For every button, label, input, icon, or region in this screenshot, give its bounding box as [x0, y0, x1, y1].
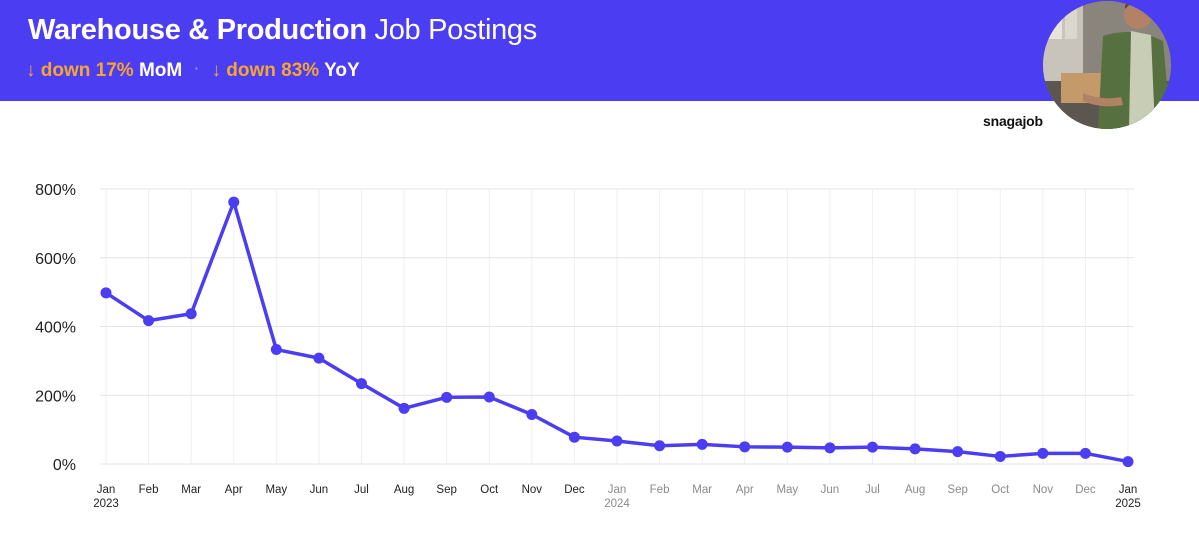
data-point: [781, 441, 793, 453]
x-tick-label: Sep: [947, 484, 967, 496]
x-tick-label: May: [776, 484, 798, 496]
x-tick-label: Jan: [1119, 484, 1138, 496]
data-point: [228, 196, 240, 208]
x-tick-label: Nov: [1033, 484, 1054, 496]
x-tick-label: Mar: [181, 484, 201, 496]
data-point: [100, 287, 112, 299]
data-point: [398, 402, 410, 414]
y-tick-label: 200%: [35, 388, 76, 405]
data-point: [739, 441, 751, 453]
x-tick-label: Jun: [821, 484, 840, 496]
data-point: [1037, 447, 1049, 459]
x-tick-year-label: 2025: [1115, 498, 1141, 510]
x-tick-label: Apr: [736, 484, 754, 496]
x-tick-label: Dec: [564, 484, 585, 496]
x-tick-label: Jun: [310, 484, 329, 496]
stats-separator: ·: [194, 60, 200, 76]
x-tick-label: Sep: [436, 484, 456, 496]
y-tick-label: 0%: [53, 457, 76, 474]
data-point: [952, 446, 964, 458]
data-point: [611, 435, 623, 447]
x-tick-label: Nov: [522, 484, 543, 496]
data-point: [526, 409, 538, 420]
mom-arrow-icon: ↓: [26, 60, 36, 81]
x-tick-label: Jul: [865, 484, 880, 496]
y-tick-label: 400%: [35, 320, 76, 337]
x-tick-label: Aug: [905, 484, 925, 496]
y-tick-label: 800%: [35, 182, 76, 199]
data-point: [356, 378, 367, 390]
mom-change: down 17%: [40, 60, 134, 81]
x-tick-label: Feb: [139, 484, 159, 496]
yoy-label: YoY: [324, 60, 360, 81]
data-point: [867, 441, 878, 453]
axis-labels: 0% 200% 400% 600% 800% Jan 2023 Feb Mar Apr May Jun…: [35, 182, 1141, 510]
data-point: [441, 391, 453, 403]
x-tick-label: Oct: [991, 484, 1010, 496]
data-point: [696, 438, 708, 450]
x-tick-label: Jan: [97, 484, 116, 496]
x-tick-year-label: 2024: [604, 498, 630, 510]
x-tick-label: Apr: [225, 484, 243, 496]
yoy-arrow-icon: ↓: [211, 60, 221, 81]
data-point: [1122, 456, 1134, 468]
x-tick-label: Jul: [354, 484, 369, 496]
change-stats: ↓ down 17% MoM · ↓ down 83% YoY: [26, 60, 360, 82]
x-tick-year-label: 2023: [93, 498, 119, 510]
data-point: [1079, 447, 1091, 459]
data-point: [270, 344, 282, 356]
data-point: [654, 440, 666, 452]
data-point: [824, 442, 836, 454]
data-point: [994, 450, 1006, 462]
header-banner: Warehouse & Production Job Postings ↓ do…: [0, 0, 1199, 101]
x-tick-label: Oct: [480, 484, 499, 496]
x-tick-label: May: [265, 484, 287, 496]
grid-lines: [100, 188, 1134, 465]
series-layer: [100, 196, 1134, 468]
page-title: Warehouse & Production Job Postings: [28, 14, 537, 47]
data-point: [909, 443, 921, 455]
title-light: Job Postings: [374, 14, 538, 46]
x-tick-label: Dec: [1075, 484, 1096, 496]
x-tick-label: Aug: [394, 484, 414, 496]
data-point: [313, 352, 325, 364]
y-tick-label: 600%: [35, 251, 76, 268]
mom-label: MoM: [138, 60, 183, 81]
data-point: [185, 308, 197, 320]
x-tick-label: Mar: [692, 484, 712, 496]
data-point: [143, 315, 155, 327]
brand-logo: snagajob: [983, 113, 1043, 129]
data-point: [568, 431, 580, 443]
x-tick-label: Feb: [650, 484, 670, 496]
data-point: [483, 391, 495, 403]
title-bold: Warehouse & Production: [28, 14, 367, 46]
yoy-change: down 83%: [226, 60, 320, 81]
x-tick-label: Jan: [608, 484, 627, 496]
